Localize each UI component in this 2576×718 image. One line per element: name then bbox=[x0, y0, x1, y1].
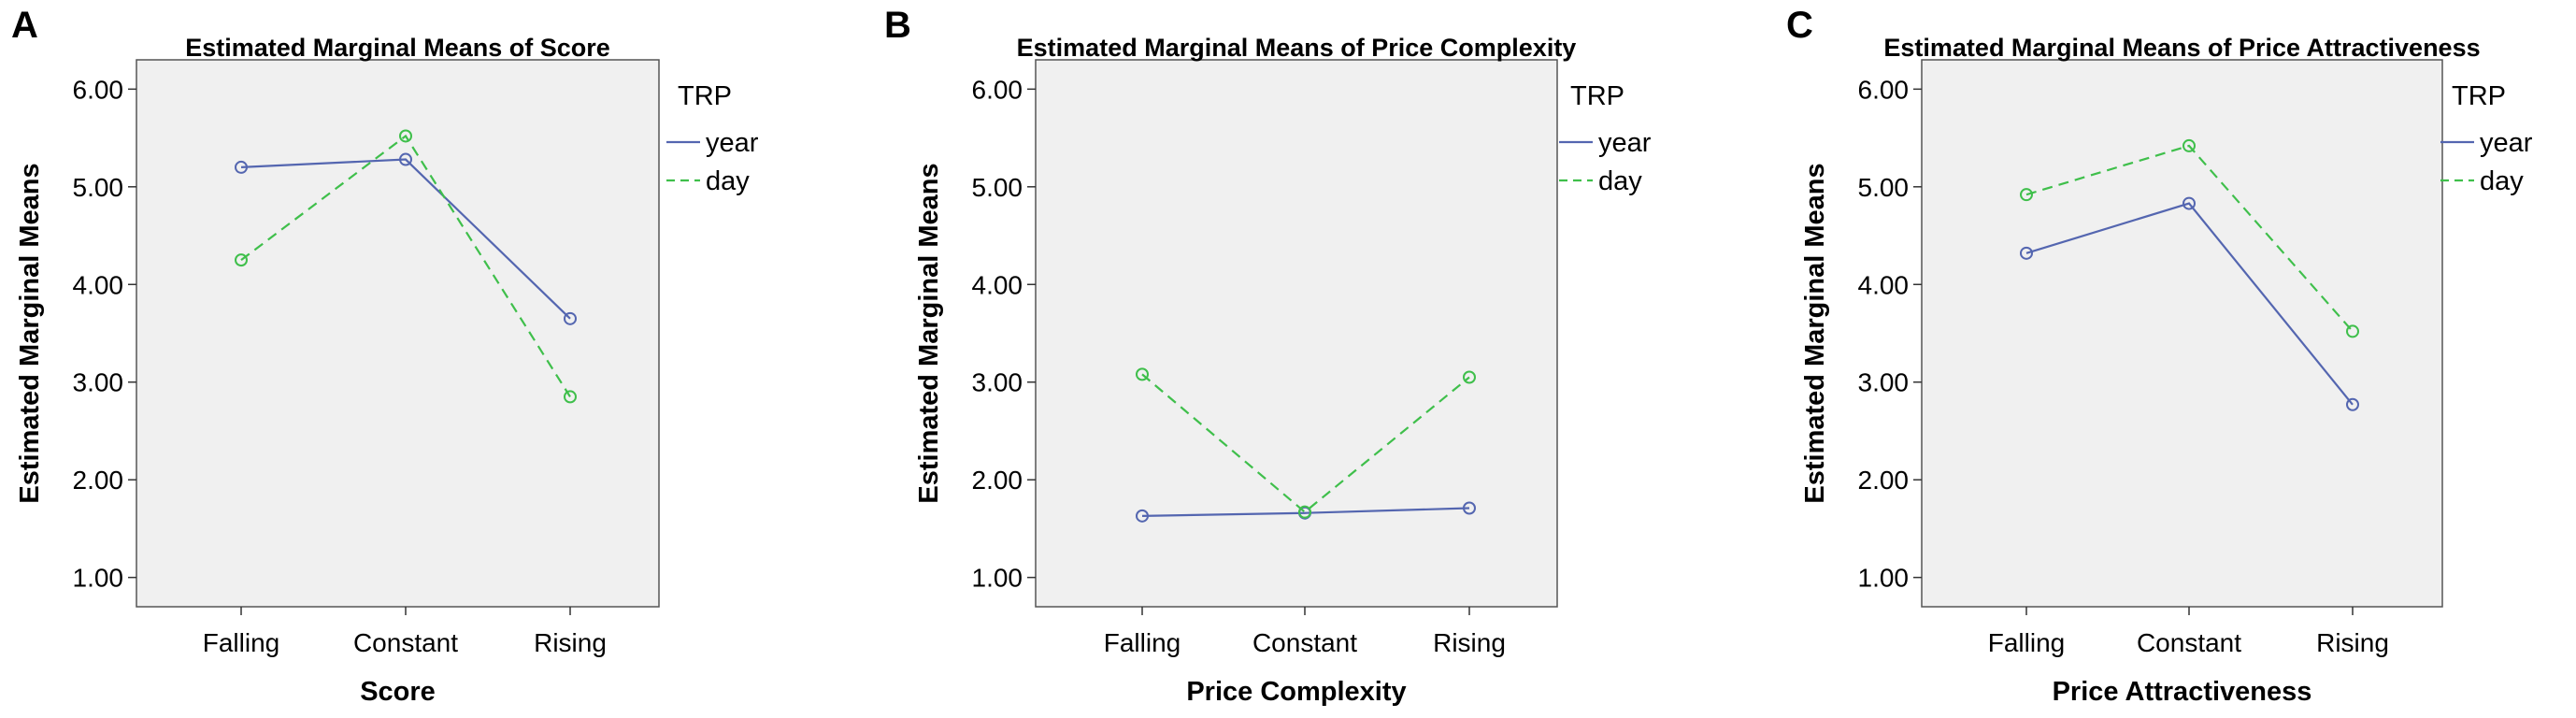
y-tick-label: 1.00 bbox=[972, 564, 1023, 593]
y-tick-label: 2.00 bbox=[73, 466, 124, 495]
plot-area bbox=[1035, 59, 1558, 608]
x-tick-label: Rising bbox=[2316, 628, 2389, 657]
legend-label-day: day bbox=[706, 166, 750, 196]
y-axis-label: Estimated Marginal Means bbox=[1800, 163, 1830, 503]
series-line-day bbox=[1141, 373, 1470, 514]
data-point-day bbox=[1463, 370, 1476, 384]
y-tick-label: 6.00 bbox=[972, 75, 1023, 104]
y-tick-label: 1.00 bbox=[1858, 564, 1910, 593]
legend-label-day: day bbox=[2480, 166, 2524, 196]
data-point-year bbox=[2020, 246, 2033, 260]
y-tick-label: 2.00 bbox=[1858, 466, 1910, 495]
legend-label-year: year bbox=[1598, 128, 1652, 158]
series-line-day bbox=[2025, 144, 2354, 333]
y-tick-label: 3.00 bbox=[972, 368, 1023, 397]
legend-title: TRP bbox=[1570, 81, 1624, 111]
y-tick-label: 2.00 bbox=[972, 466, 1023, 495]
chart-panel-b: B Estimated Marginal Means of Price Compl… bbox=[884, 5, 1652, 707]
legend-label-year: year bbox=[706, 128, 759, 158]
data-point-day bbox=[2182, 138, 2196, 152]
data-point-day bbox=[1136, 367, 1149, 381]
plot-area bbox=[1921, 59, 2443, 608]
chart-title: Estimated Marginal Means of Price Attrac… bbox=[1883, 34, 2480, 62]
data-point-year bbox=[564, 311, 577, 325]
series-line-year bbox=[240, 158, 571, 320]
y-tick-label: 4.00 bbox=[73, 270, 124, 299]
legend-title: TRP bbox=[2452, 81, 2506, 111]
y-axis-label: Estimated Marginal Means bbox=[914, 163, 944, 503]
x-tick-label: Rising bbox=[534, 628, 607, 657]
data-point-year bbox=[2346, 397, 2359, 411]
x-tick-label: Falling bbox=[1104, 628, 1181, 657]
panel-letter: C bbox=[1786, 5, 1813, 46]
data-point-year bbox=[1136, 509, 1149, 523]
y-tick-label: 3.00 bbox=[73, 368, 124, 397]
data-point-year bbox=[2182, 196, 2196, 210]
data-point-day bbox=[2020, 188, 2033, 202]
panel-letter: A bbox=[11, 5, 38, 46]
data-point-day bbox=[2346, 324, 2359, 338]
chart-title: Estimated Marginal Means of Score bbox=[185, 34, 610, 62]
data-point-year bbox=[399, 152, 412, 166]
x-tick-label: Constant bbox=[353, 628, 458, 657]
x-tick-label: Constant bbox=[1252, 628, 1357, 657]
x-axis-label: Price Complexity bbox=[1186, 677, 1406, 707]
chart-title: Estimated Marginal Means of Price Comple… bbox=[1017, 34, 1577, 62]
series-line-year bbox=[1141, 507, 1470, 517]
plot-area bbox=[136, 59, 660, 608]
data-point-day bbox=[1298, 505, 1311, 519]
x-axis-label: Price Attractiveness bbox=[2053, 677, 2312, 707]
y-tick-label: 5.00 bbox=[1858, 173, 1910, 202]
y-tick-label: 4.00 bbox=[1858, 270, 1910, 299]
y-tick-label: 4.00 bbox=[972, 270, 1023, 299]
y-tick-label: 6.00 bbox=[73, 75, 124, 104]
y-tick-label: 5.00 bbox=[972, 173, 1023, 202]
chart-panel-a: A Estimated Marginal Means of Score 1.00 2.… bbox=[11, 5, 759, 707]
data-point-year bbox=[235, 160, 248, 174]
legend-label-day: day bbox=[1598, 166, 1642, 196]
x-tick-label: Constant bbox=[2137, 628, 2241, 657]
x-axis-label: Score bbox=[360, 677, 436, 707]
y-tick-label: 6.00 bbox=[1858, 75, 1910, 104]
y-tick-label: 3.00 bbox=[1858, 368, 1910, 397]
series-line-year bbox=[2025, 202, 2354, 406]
data-point-year bbox=[1463, 501, 1476, 515]
x-tick-label: Rising bbox=[1433, 628, 1506, 657]
y-axis-label: Estimated Marginal Means bbox=[15, 163, 45, 503]
x-tick-label: Falling bbox=[1988, 628, 2065, 657]
y-tick-label: 5.00 bbox=[73, 173, 124, 202]
data-point-day bbox=[235, 253, 248, 267]
series-line-day bbox=[240, 134, 571, 397]
legend-title: TRP bbox=[678, 81, 732, 111]
data-point-day bbox=[399, 129, 412, 143]
y-tick-label: 1.00 bbox=[73, 564, 124, 593]
legend-label-year: year bbox=[2480, 128, 2533, 158]
panel-letter: B bbox=[884, 5, 911, 46]
data-point-day bbox=[564, 390, 577, 404]
chart-panel-c: C Estimated Marginal Means of Price Attra… bbox=[1786, 5, 2533, 707]
x-tick-label: Falling bbox=[203, 628, 279, 657]
